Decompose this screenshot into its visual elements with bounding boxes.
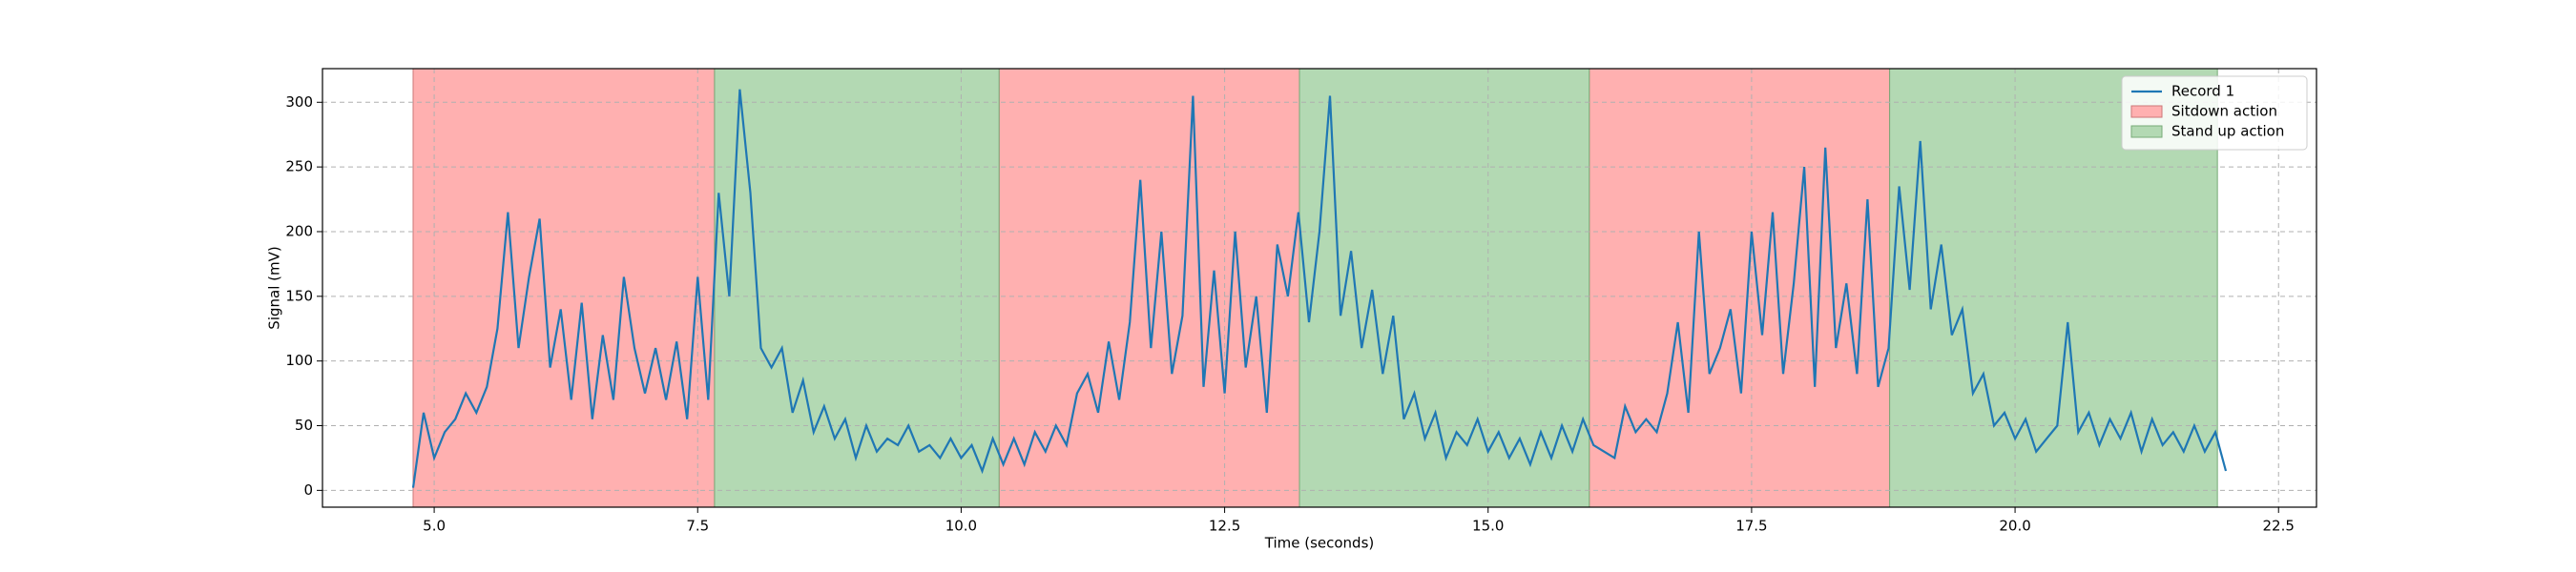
span — [998, 68, 1300, 508]
x-tick-label: 7.5 — [686, 518, 709, 535]
y-axis-label: Signal (mV) — [266, 246, 283, 329]
y-tick-label: 100 — [285, 352, 313, 369]
x-tick-label: 17.5 — [1735, 518, 1767, 535]
x-tick-label: 22.5 — [2263, 518, 2295, 535]
y-tick-label: 250 — [285, 158, 313, 175]
x-tick-label: 20.0 — [1999, 518, 2030, 535]
x-tick-label: 10.0 — [945, 518, 977, 535]
y-tick-label: 150 — [285, 287, 313, 304]
span — [412, 68, 716, 508]
span — [714, 68, 1000, 508]
y-tick-label: 300 — [285, 93, 313, 111]
line — [411, 89, 2228, 488]
legend-label: Record 1 — [2171, 83, 2234, 100]
legend-label: Sitdown action — [2171, 103, 2277, 120]
x-tick-label: 5.0 — [423, 518, 446, 535]
span — [1298, 68, 1590, 508]
x-axis-label: Time (seconds) — [1264, 535, 1375, 552]
x-tick-label: 12.5 — [1209, 518, 1240, 535]
span — [1589, 68, 1891, 508]
plot-frame — [322, 68, 2317, 508]
legend-label: Stand up action — [2171, 123, 2284, 140]
y-tick-label: 200 — [285, 222, 313, 239]
x-tick-label: 15.0 — [1472, 518, 1504, 535]
legend-patch — [2130, 125, 2163, 138]
legend-box — [2121, 75, 2308, 151]
y-tick-label: 50 — [295, 417, 313, 434]
y-tick-label: 0 — [303, 481, 313, 499]
legend-patch — [2130, 105, 2163, 118]
